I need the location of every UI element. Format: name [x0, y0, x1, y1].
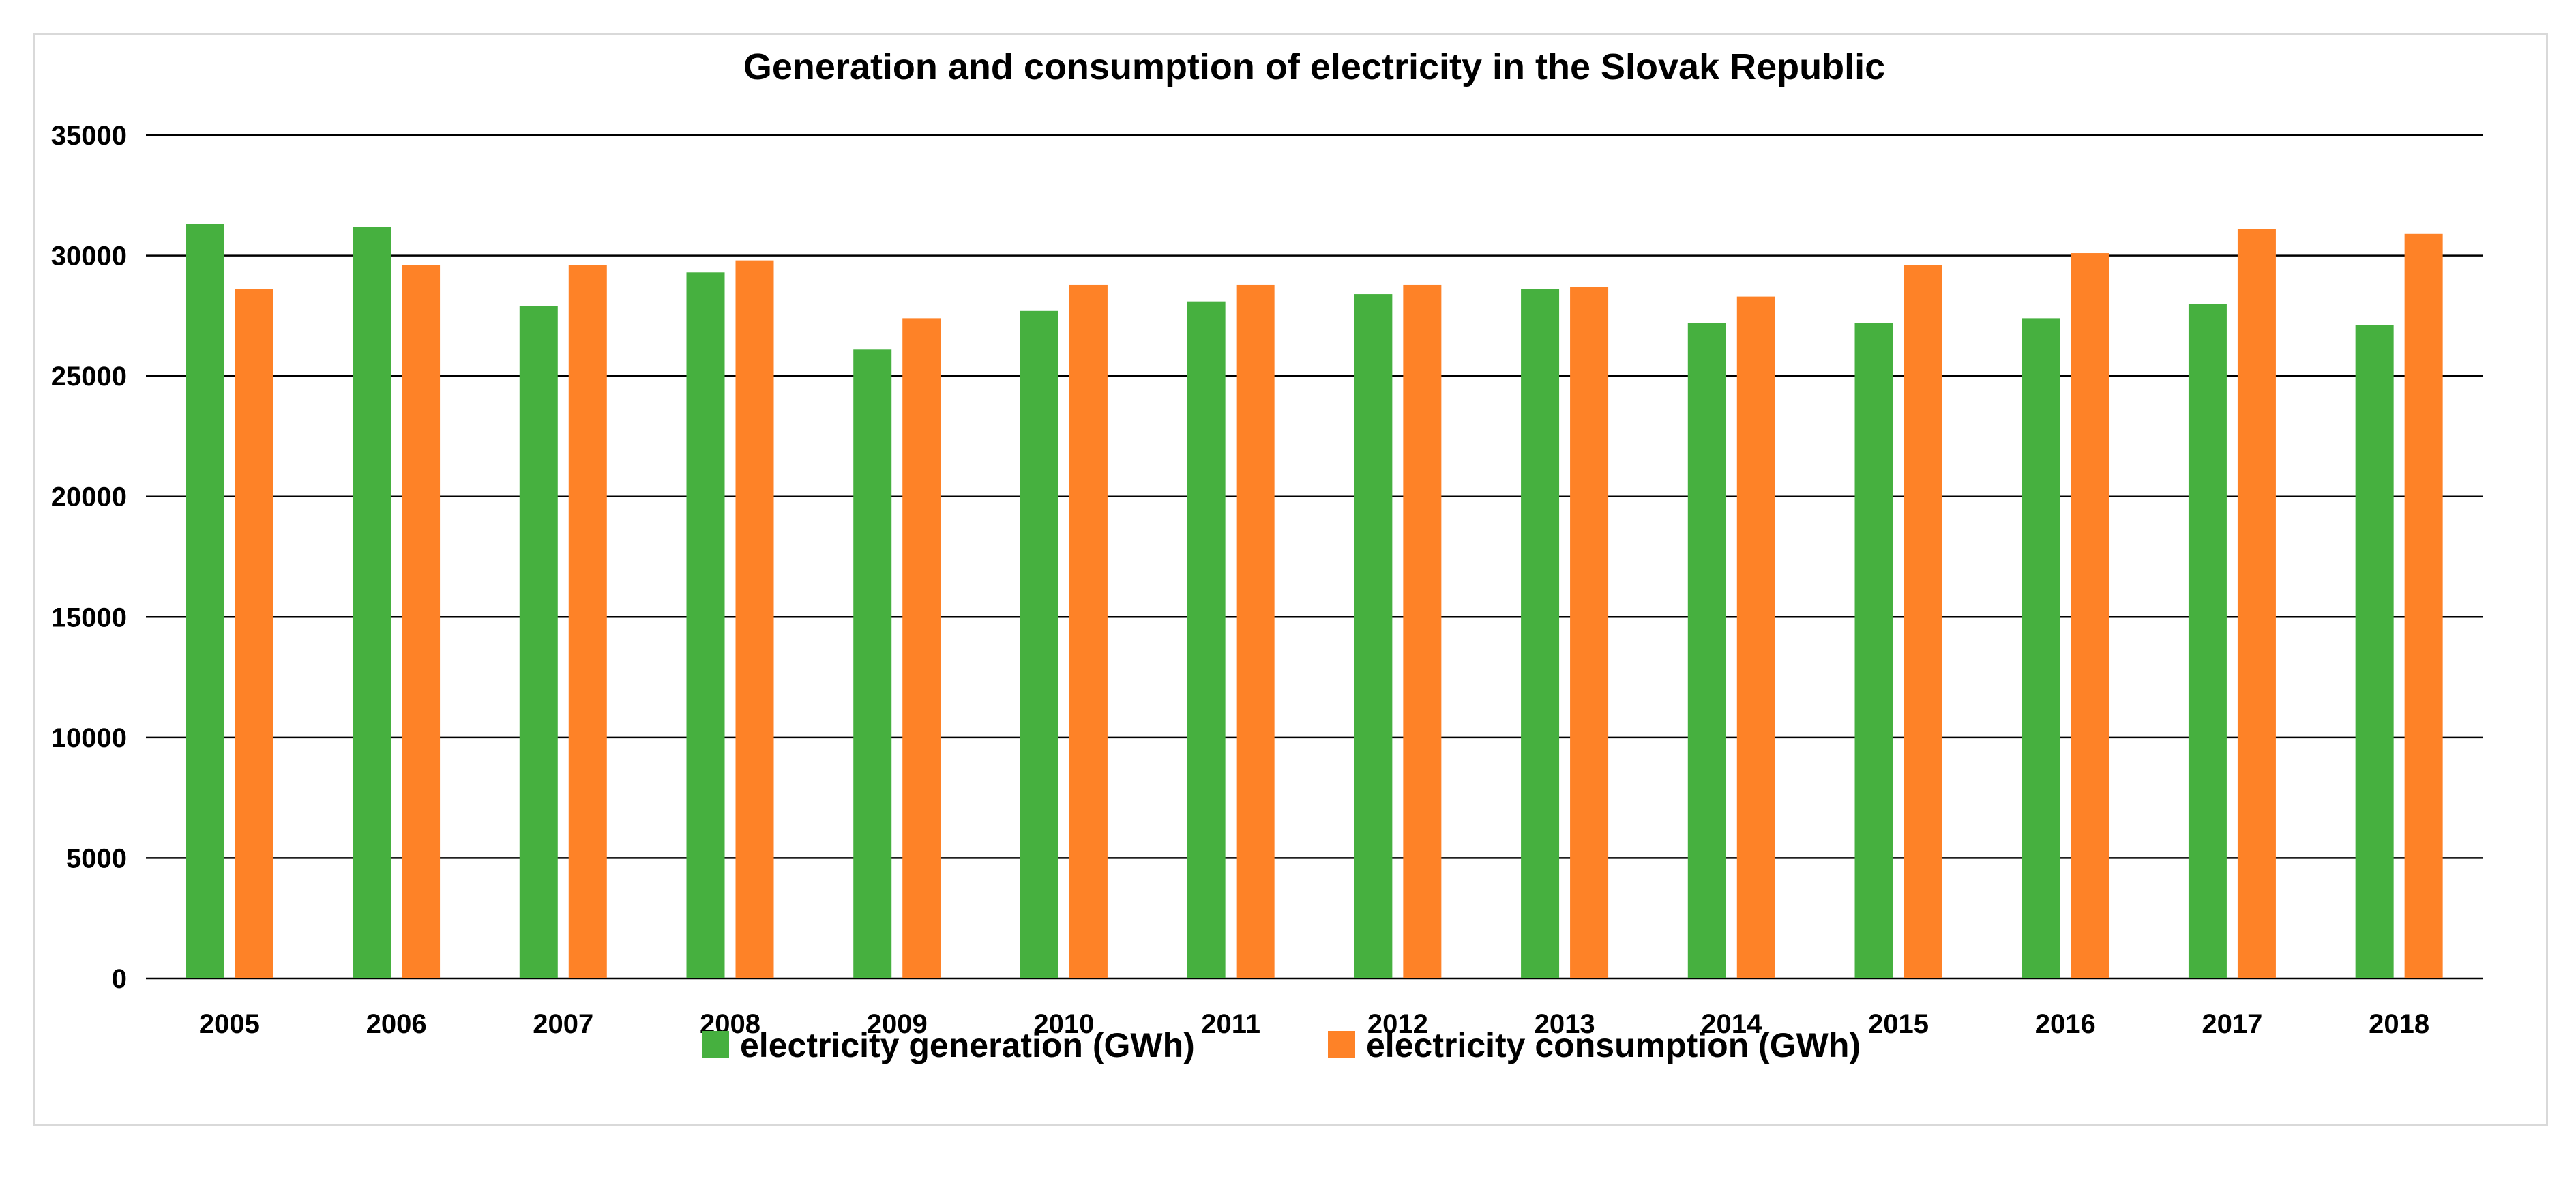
- legend-label-consumption: electricity consumption (GWh): [1366, 1026, 1861, 1064]
- bar-generation-2008: [686, 272, 725, 978]
- chart: Generation and consumption of electricit…: [51, 46, 2483, 1064]
- bar-generation-2007: [519, 306, 558, 978]
- bar-generation-2014: [1687, 323, 1726, 978]
- bar-consumption-2006: [402, 265, 441, 978]
- x-tick-label: 2007: [533, 1009, 593, 1039]
- bar-generation-2011: [1187, 301, 1226, 978]
- bar-consumption-2016: [2071, 253, 2109, 978]
- x-tick-label: 2012: [1367, 1009, 1428, 1039]
- bar-consumption-2012: [1403, 284, 1442, 978]
- bar-generation-2006: [353, 227, 391, 978]
- bar-consumption-2014: [1736, 296, 1775, 978]
- x-tick-label: 2010: [1033, 1009, 1094, 1039]
- x-tick-label: 2015: [1868, 1009, 1929, 1039]
- y-tick-label: 10000: [51, 723, 127, 753]
- chart-frame: Generation and consumption of electricit…: [33, 33, 2548, 1126]
- bars: [186, 224, 2443, 979]
- legend-swatch-consumption: [1328, 1031, 1355, 1058]
- y-tick-label: 35000: [51, 121, 127, 151]
- x-tick-label: 2018: [2369, 1009, 2429, 1039]
- bar-consumption-2018: [2404, 233, 2443, 978]
- y-tick-label: 25000: [51, 362, 127, 392]
- x-axis-ticks: 2005 2006 2007 2008 2009 2010 2011 2012 2013 2014…: [199, 1009, 2429, 1039]
- y-tick-label: 5000: [66, 843, 127, 873]
- chart-title: Generation and consumption of electricit…: [743, 46, 1885, 87]
- bar-generation-2015: [1854, 323, 1893, 978]
- bar-consumption-2008: [735, 260, 774, 978]
- y-tick-label: 20000: [51, 482, 127, 512]
- bar-consumption-2007: [568, 265, 607, 978]
- bar-consumption-2017: [2237, 229, 2276, 978]
- y-tick-label: 15000: [51, 602, 127, 632]
- legend-label-generation: electricity generation (GWh): [740, 1026, 1195, 1064]
- bar-generation-2013: [1521, 289, 1560, 978]
- x-tick-label: 2011: [1201, 1009, 1260, 1039]
- bar-consumption-2015: [1904, 265, 1942, 978]
- bar-generation-2010: [1020, 310, 1058, 978]
- legend: electricity generation (GWh) electricity …: [702, 1026, 1861, 1064]
- y-axis-ticks: 0 5000 10000 15000 20000 25000 30000 35000: [51, 121, 127, 994]
- bar-consumption-2010: [1069, 284, 1108, 978]
- x-tick-label: 2013: [1535, 1009, 1595, 1039]
- bar-consumption-2013: [1570, 287, 1609, 979]
- x-tick-label: 2016: [2035, 1009, 2096, 1039]
- legend-swatch-generation: [702, 1031, 729, 1058]
- x-tick-label: 2009: [867, 1009, 928, 1039]
- bar-generation-2016: [2022, 318, 2060, 979]
- x-tick-label: 2017: [2202, 1009, 2262, 1039]
- bar-consumption-2011: [1236, 284, 1275, 978]
- bar-generation-2012: [1354, 294, 1393, 978]
- x-tick-label: 2006: [366, 1009, 427, 1039]
- y-tick-label: 0: [112, 964, 127, 994]
- bar-consumption-2009: [902, 318, 941, 979]
- gridlines: [146, 134, 2483, 980]
- x-tick-label: 2005: [199, 1009, 260, 1039]
- bar-consumption-2005: [235, 289, 273, 978]
- x-tick-label: 2014: [1701, 1009, 1762, 1039]
- bar-generation-2005: [186, 224, 224, 979]
- bar-generation-2009: [853, 349, 892, 978]
- y-tick-label: 30000: [51, 242, 127, 272]
- bar-generation-2017: [2188, 304, 2227, 978]
- bar-generation-2018: [2355, 325, 2394, 978]
